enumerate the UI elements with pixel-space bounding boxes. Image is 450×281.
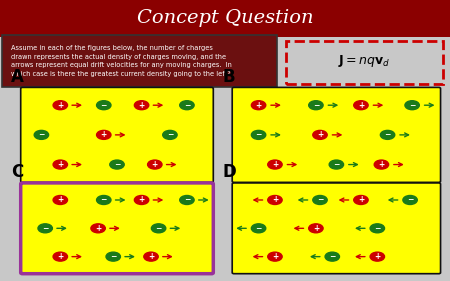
Text: −: − [114, 160, 120, 169]
Text: −: − [329, 252, 335, 261]
Circle shape [268, 196, 282, 205]
FancyBboxPatch shape [21, 183, 213, 274]
Text: +: + [313, 224, 319, 233]
Circle shape [268, 252, 282, 261]
Text: +: + [57, 101, 63, 110]
Circle shape [144, 252, 158, 261]
Text: −: − [167, 130, 173, 139]
Circle shape [309, 224, 323, 233]
Circle shape [354, 196, 368, 205]
Text: +: + [148, 252, 154, 261]
Text: −: − [409, 101, 415, 110]
Text: −: − [317, 196, 323, 205]
Text: +: + [358, 196, 364, 205]
Circle shape [374, 160, 389, 169]
FancyBboxPatch shape [21, 87, 213, 182]
Circle shape [313, 196, 327, 205]
Bar [0, 0, 450, 37]
Text: −: − [101, 196, 107, 205]
Text: −: − [256, 130, 262, 139]
Circle shape [309, 101, 323, 110]
Text: +: + [101, 130, 107, 139]
Text: −: − [38, 130, 45, 139]
Text: +: + [374, 252, 380, 261]
Text: −: − [184, 101, 190, 110]
Circle shape [135, 101, 149, 110]
Circle shape [148, 160, 162, 169]
Circle shape [180, 101, 194, 110]
Text: Concept Question: Concept Question [137, 9, 313, 27]
Text: −: − [374, 224, 381, 233]
Circle shape [370, 252, 384, 261]
Text: +: + [152, 160, 158, 169]
Text: −: − [184, 196, 190, 205]
Text: −: − [384, 130, 391, 139]
FancyBboxPatch shape [232, 87, 441, 182]
Text: +: + [139, 101, 145, 110]
Circle shape [252, 130, 266, 139]
Circle shape [38, 224, 52, 233]
Circle shape [329, 160, 344, 169]
Text: +: + [358, 101, 364, 110]
Text: −: − [110, 252, 117, 261]
Circle shape [252, 224, 266, 233]
Circle shape [180, 196, 194, 205]
Text: +: + [272, 160, 278, 169]
Circle shape [106, 252, 121, 261]
FancyBboxPatch shape [232, 183, 441, 274]
Text: +: + [378, 160, 385, 169]
Circle shape [97, 101, 111, 110]
Text: Assume in each of the figures below, the number of charges
drawn represents the : Assume in each of the figures below, the… [11, 45, 232, 77]
Text: C: C [11, 163, 23, 181]
Text: +: + [139, 196, 145, 205]
Circle shape [403, 196, 417, 205]
Text: −: − [155, 224, 162, 233]
Text: +: + [57, 252, 63, 261]
Circle shape [53, 101, 68, 110]
Circle shape [97, 196, 111, 205]
Circle shape [380, 130, 395, 139]
Text: +: + [272, 252, 278, 261]
Circle shape [370, 224, 384, 233]
Circle shape [354, 101, 368, 110]
Text: B: B [223, 68, 235, 86]
Circle shape [405, 101, 419, 110]
Text: D: D [223, 163, 237, 181]
Circle shape [252, 101, 266, 110]
Circle shape [97, 130, 111, 139]
FancyBboxPatch shape [2, 35, 277, 87]
Circle shape [325, 252, 339, 261]
Circle shape [53, 196, 68, 205]
Circle shape [91, 224, 105, 233]
Circle shape [163, 130, 177, 139]
Circle shape [313, 130, 327, 139]
Text: +: + [57, 196, 63, 205]
Text: −: − [256, 224, 262, 233]
Circle shape [110, 160, 124, 169]
Circle shape [53, 252, 68, 261]
Text: −: − [42, 224, 48, 233]
FancyBboxPatch shape [286, 41, 443, 84]
Text: −: − [313, 101, 319, 110]
Text: +: + [272, 196, 278, 205]
Circle shape [34, 130, 49, 139]
Circle shape [135, 196, 149, 205]
Text: +: + [57, 160, 63, 169]
Circle shape [53, 160, 68, 169]
Text: −: − [407, 196, 413, 205]
Circle shape [268, 160, 282, 169]
Text: +: + [317, 130, 323, 139]
Text: −: − [101, 101, 107, 110]
Text: A: A [11, 68, 24, 86]
Text: +: + [256, 101, 262, 110]
Circle shape [151, 224, 166, 233]
Text: $\mathbf{J} = nq\mathbf{v}_{d}$: $\mathbf{J} = nq\mathbf{v}_{d}$ [338, 53, 391, 69]
Text: +: + [95, 224, 101, 233]
Text: −: − [333, 160, 340, 169]
